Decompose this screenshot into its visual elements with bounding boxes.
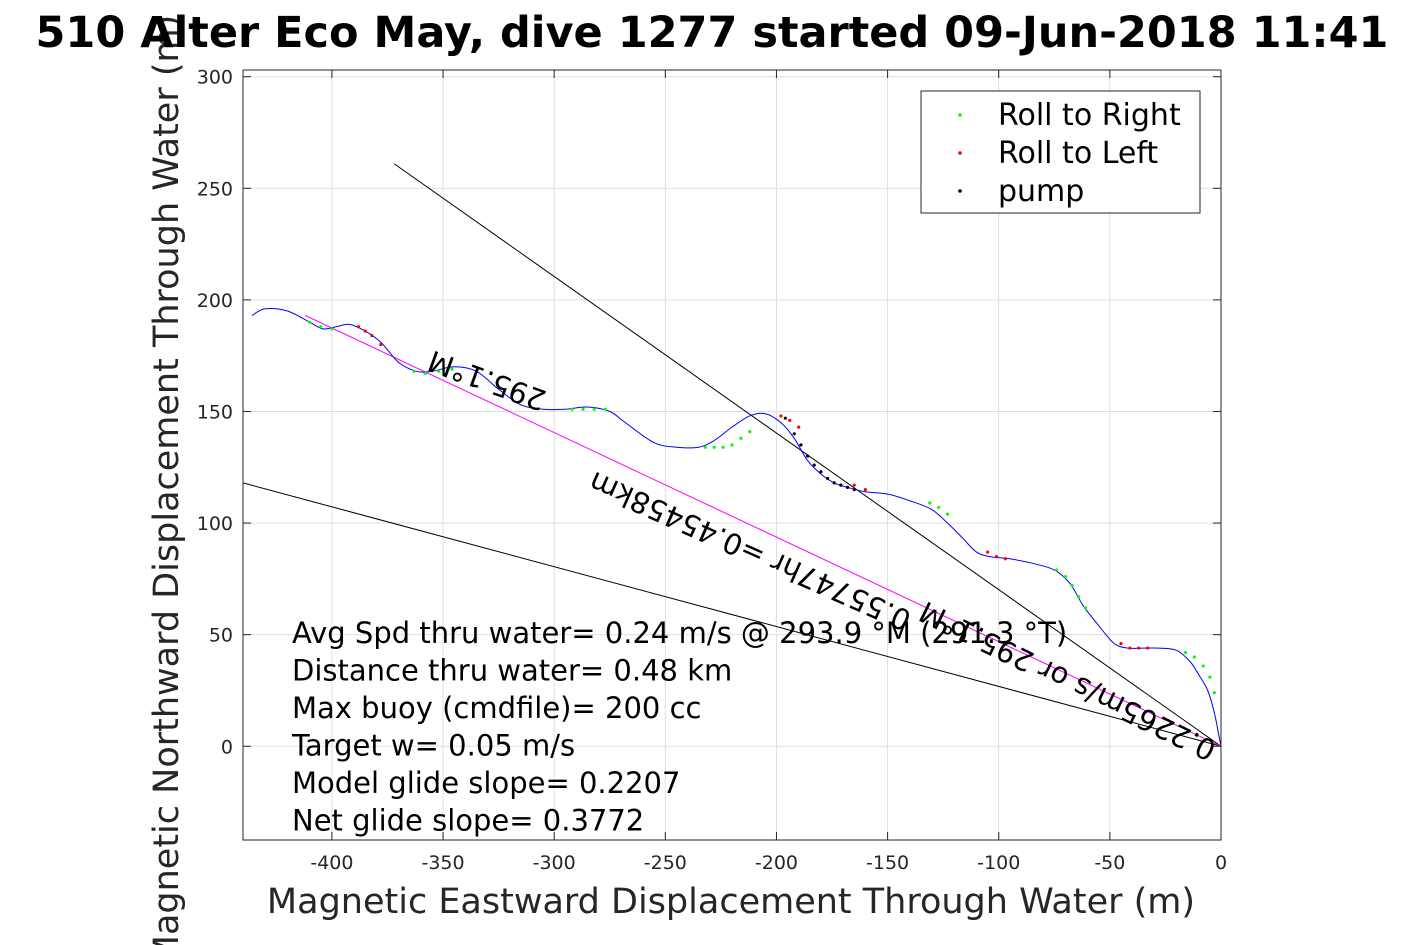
x-tick-label: -150 bbox=[866, 852, 909, 874]
legend-box bbox=[920, 90, 1201, 214]
y-tick-label: 50 bbox=[209, 625, 233, 647]
y-axis-title: Magnetic Northward Displacement Through … bbox=[147, 15, 187, 945]
point-roll-to-right bbox=[319, 325, 323, 329]
point-pump bbox=[799, 443, 803, 447]
point-roll-to-right bbox=[1070, 583, 1074, 588]
point-roll-to-right bbox=[1212, 691, 1216, 695]
point-pump bbox=[783, 416, 787, 420]
point-pump bbox=[832, 481, 836, 485]
point-roll-to-left bbox=[852, 483, 856, 487]
y-tick-label: 250 bbox=[197, 178, 233, 200]
point-roll-to-right bbox=[1083, 606, 1088, 610]
point-roll-to-right bbox=[330, 327, 334, 331]
point-roll-to-left bbox=[370, 333, 374, 338]
x-tick-label: -50 bbox=[1094, 852, 1125, 874]
point-roll-to-right bbox=[437, 369, 441, 373]
point-roll-to-right bbox=[1192, 655, 1196, 659]
point-roll-to-left bbox=[788, 418, 792, 423]
point-roll-to-right bbox=[308, 320, 312, 324]
y-tick-label: 0 bbox=[221, 736, 233, 758]
legend: Roll to Right Roll to Left pump bbox=[920, 90, 1201, 214]
point-roll-to-right bbox=[450, 367, 454, 371]
x-tick-label: -300 bbox=[533, 852, 576, 874]
reference-line-line2 bbox=[243, 482, 1221, 747]
point-roll-to-right bbox=[1208, 675, 1212, 679]
legend-label-roll-left: Roll to Left bbox=[998, 136, 1158, 171]
x-tick-label: -100 bbox=[977, 852, 1020, 874]
point-roll-to-left bbox=[1003, 557, 1007, 561]
point-pump bbox=[839, 483, 843, 487]
point-roll-to-right bbox=[1063, 575, 1068, 579]
point-roll-to-right bbox=[946, 512, 950, 516]
point-roll-to-left bbox=[1146, 646, 1150, 650]
legend-marker-pump bbox=[958, 189, 962, 193]
stats-annotation: Avg Spd thru water= 0.24 m/s @ 293.9 °M … bbox=[291, 616, 1067, 838]
point-roll-to-right bbox=[739, 436, 743, 440]
point-roll-to-right bbox=[581, 407, 585, 411]
point-roll-to-left bbox=[797, 425, 801, 429]
point-roll-to-left bbox=[994, 554, 999, 559]
stats-line: Max buoy (cmdfile)= 200 cc bbox=[292, 691, 701, 725]
x-tick-label: -200 bbox=[755, 852, 798, 874]
point-pump bbox=[852, 487, 856, 492]
stats-line: Model glide slope= 0.2207 bbox=[292, 766, 680, 800]
point-roll-to-right bbox=[1201, 664, 1205, 668]
legend-marker-roll-right bbox=[958, 113, 962, 117]
point-pump bbox=[825, 476, 830, 481]
legend-label-pump: pump bbox=[998, 174, 1084, 209]
track-line bbox=[251, 308, 1221, 747]
point-roll-to-left bbox=[1128, 646, 1132, 650]
legend-label-roll-right: Roll to Right bbox=[998, 98, 1181, 133]
point-roll-to-left bbox=[779, 414, 783, 418]
data-layer bbox=[243, 163, 1221, 747]
point-roll-to-left bbox=[363, 329, 367, 333]
point-roll-to-right bbox=[603, 407, 607, 411]
y-tick-label: 150 bbox=[197, 401, 233, 423]
point-roll-to-right bbox=[730, 443, 734, 447]
net-track-line bbox=[305, 315, 1221, 747]
point-roll-to-right bbox=[1054, 568, 1059, 572]
x-tick-label: -250 bbox=[644, 852, 687, 874]
point-roll-to-left bbox=[863, 487, 867, 492]
point-roll-to-right bbox=[928, 501, 932, 505]
point-pump bbox=[812, 463, 816, 467]
x-axis-title: Magnetic Eastward Displacement Through W… bbox=[267, 882, 1195, 922]
y-tick-label: 300 bbox=[197, 67, 233, 89]
point-roll-to-right bbox=[1183, 650, 1188, 655]
stats-line: Net glide slope= 0.3772 bbox=[292, 804, 644, 838]
point-roll-to-right bbox=[570, 407, 574, 411]
axis-ticks: -400 -350 -300 -250 -200 -150 -100 -50 0 0 50 100 15… bbox=[197, 67, 1227, 874]
y-tick-label: 200 bbox=[197, 290, 233, 312]
series-group bbox=[243, 163, 1221, 747]
point-roll-to-left bbox=[379, 342, 383, 347]
x-tick-label: -400 bbox=[310, 852, 353, 874]
chart-title: 510 Alter Eco May, dive 1277 started 09-… bbox=[36, 8, 1389, 58]
x-tick-label: 0 bbox=[1215, 852, 1227, 874]
point-pump bbox=[819, 470, 823, 474]
stats-line: Avg Spd thru water= 0.24 m/s @ 293.9 °M … bbox=[292, 616, 1067, 650]
point-roll-to-left bbox=[356, 325, 361, 329]
point-roll-to-left bbox=[1137, 646, 1141, 650]
point-roll-to-right bbox=[423, 371, 427, 376]
point-pump bbox=[845, 485, 850, 489]
stats-line: Distance thru water= 0.48 km bbox=[292, 654, 732, 688]
point-roll-to-left bbox=[986, 550, 990, 554]
point-roll-to-right bbox=[1077, 595, 1081, 599]
point-roll-to-right bbox=[937, 505, 941, 510]
stats-line: Target w= 0.05 m/s bbox=[291, 729, 575, 763]
point-roll-to-left bbox=[1119, 641, 1123, 646]
axes-box bbox=[242, 69, 1222, 841]
point-pump bbox=[792, 432, 796, 436]
point-roll-to-right bbox=[412, 369, 416, 373]
point-roll-to-right bbox=[748, 429, 752, 434]
legend-marker-roll-left bbox=[958, 151, 962, 155]
point-roll-to-right bbox=[703, 445, 707, 449]
y-tick-label: 100 bbox=[197, 513, 233, 535]
point-roll-to-right bbox=[712, 445, 716, 449]
point-pump bbox=[805, 454, 810, 458]
point-roll-to-right bbox=[592, 407, 596, 411]
point-roll-to-right bbox=[721, 445, 725, 449]
x-tick-label: -350 bbox=[421, 852, 464, 874]
